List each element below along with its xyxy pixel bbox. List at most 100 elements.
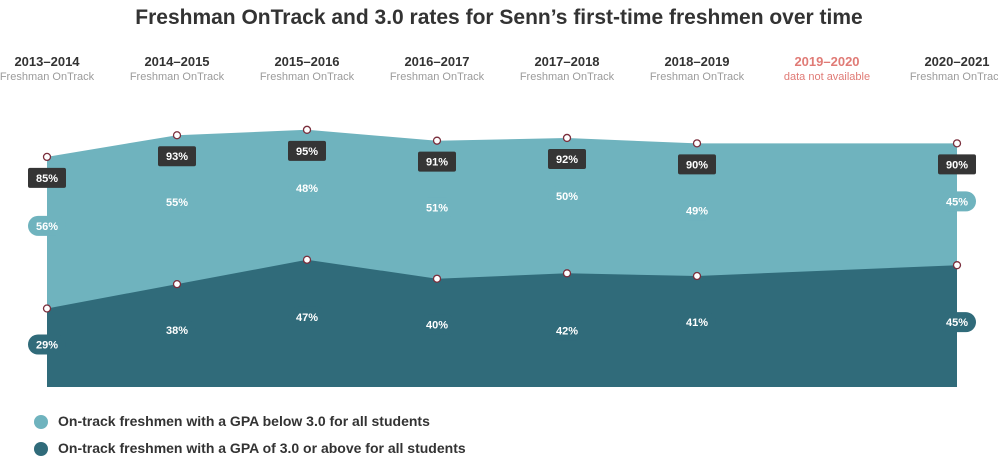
year-label: 2014–2015 (144, 54, 210, 69)
total-point-2017-2018 (562, 133, 572, 143)
year-label: 2017–2018 (534, 54, 600, 69)
year-header-2017-2018: 2017–2018 Freshman OnTrack (512, 54, 622, 84)
area-3-or-above (47, 259, 957, 387)
total-point-2016-2017 (432, 136, 442, 145)
year-sublabel: Freshman OnTrack (519, 71, 615, 83)
year-header-2013-2014: 2013–2014 Freshman OnTrack (0, 54, 102, 84)
total-label-2013-2014: 85% (28, 167, 66, 188)
year-header-2016-2017: 2016–2017 Freshman OnTrack (382, 54, 492, 84)
total-label-2014-2015-text: 93% (166, 151, 188, 163)
year-label: 2019–2020 (794, 54, 860, 69)
below-label-2018-2019-bg (678, 200, 716, 221)
total-label-2018-2019-bg (678, 154, 716, 175)
year-sublabel: Freshman OnTrack (259, 71, 355, 83)
year-header-2015-2016: 2015–2016 Freshman OnTrack (252, 54, 362, 84)
year-header-2020-2021: 2020–2021 Freshman OnTrack (902, 54, 998, 84)
year-label: 2018–2019 (664, 54, 730, 69)
below-label-2016-2017: 51% (418, 197, 456, 218)
above-label-2015-2016-text: 47% (296, 312, 318, 324)
below-label-2018-2019-text: 49% (686, 205, 708, 217)
below-label-2020-2021-bg (938, 191, 976, 212)
year-sublabel: Freshman OnTrack (0, 71, 95, 83)
below-label-2015-2016-text: 48% (296, 183, 318, 195)
year-label: 2016–2017 (404, 54, 470, 69)
above-label-2020-2021-bg (938, 312, 976, 333)
below-label-2016-2017-bg (418, 197, 456, 218)
total-label-2018-2019-text: 90% (686, 159, 708, 171)
below-label-2018-2019: 49% (678, 200, 716, 221)
below-label-2020-2021: 45% (938, 191, 976, 212)
above-label-2014-2015-bg (158, 320, 196, 341)
chart-title: Freshman OnTrack and 3.0 rates for Senn’… (135, 6, 863, 29)
total-label-2013-2014-bg (28, 167, 66, 188)
total-label-2020-2021-text: 90% (946, 159, 968, 171)
above-point-2017-2018 (562, 269, 572, 278)
year-label: 2015–2016 (274, 54, 340, 69)
total-point-2020-2021 (952, 139, 962, 148)
total-label-2018-2019: 90% (678, 154, 716, 175)
above-point-2020-2021 (952, 261, 962, 270)
above-point-2013-2014 (42, 304, 52, 313)
legend-swatch-above (34, 442, 48, 456)
total-point-2014-2015 (172, 131, 182, 140)
total-label-2015-2016-text: 95% (296, 146, 318, 158)
above-label-2020-2021-text: 45% (946, 317, 968, 329)
below-label-2013-2014-bg (28, 215, 66, 236)
below-label-2017-2018-text: 50% (556, 191, 578, 203)
below-label-2013-2014: 56% (28, 215, 66, 236)
year-sublabel: Freshman OnTrack (649, 71, 745, 83)
year-label: 2020–2021 (924, 54, 990, 69)
above-label-2016-2017-text: 40% (426, 320, 448, 332)
above-label-2018-2019: 41% (678, 312, 716, 333)
total-label-2016-2017-bg (418, 151, 456, 172)
above-label-2017-2018: 42% (548, 320, 586, 341)
year-sublabel: data not available (783, 71, 871, 83)
above-label-2015-2016-bg (288, 306, 326, 327)
above-point-2016-2017 (432, 274, 442, 283)
below-label-2015-2016-bg (288, 177, 326, 198)
above-label-2016-2017: 40% (418, 314, 456, 335)
above-point-2015-2016 (302, 255, 312, 264)
above-label-2016-2017-bg (418, 314, 456, 335)
above-label-2013-2014: 29% (28, 334, 66, 355)
below-label-2013-2014-text: 56% (36, 221, 58, 233)
total-label-2014-2015: 93% (158, 146, 196, 167)
below-label-2020-2021-text: 45% (946, 196, 968, 208)
year-label: 2013–2014 (14, 54, 80, 69)
below-label-2014-2015-text: 55% (166, 197, 188, 209)
total-label-2020-2021-bg (938, 154, 976, 175)
total-label-2013-2014-text: 85% (36, 173, 58, 185)
total-point-2015-2016 (302, 125, 312, 134)
legend-swatch-below (34, 415, 48, 429)
above-label-2015-2016: 47% (288, 306, 326, 327)
above-label-2017-2018-bg (548, 320, 586, 341)
legend-label-below: On-track freshmen with a GPA below 3.0 f… (58, 413, 430, 429)
above-label-2014-2015: 38% (158, 320, 196, 341)
above-label-2014-2015-text: 38% (166, 325, 188, 337)
year-sublabel: Freshman OnTrack (129, 71, 225, 83)
total-label-2020-2021: 90% (938, 154, 976, 175)
total-label-2014-2015-bg (158, 146, 196, 167)
above-point-2018-2019 (692, 271, 702, 281)
above-label-2018-2019-bg (678, 312, 716, 333)
below-label-2016-2017-text: 51% (426, 203, 448, 215)
year-header-2019-2020: 2019–2020 data not available (772, 54, 882, 84)
below-label-2014-2015-bg (158, 192, 196, 213)
year-header-2014-2015: 2014–2015 Freshman OnTrack (122, 54, 232, 84)
above-point-2014-2015 (172, 279, 182, 289)
below-label-2017-2018: 50% (548, 185, 586, 206)
above-label-2013-2014-bg (28, 334, 66, 355)
total-label-2015-2016: 95% (288, 140, 326, 161)
above-label-2013-2014-text: 29% (36, 339, 58, 351)
year-sublabel: Freshman OnTrack (389, 71, 485, 83)
total-point-2013-2014 (42, 152, 52, 162)
below-label-2014-2015: 55% (158, 192, 196, 213)
total-label-2015-2016-bg (288, 140, 326, 161)
above-label-2017-2018-text: 42% (556, 325, 578, 337)
total-label-2017-2018: 92% (548, 148, 586, 169)
above-label-2020-2021: 45% (938, 312, 976, 333)
total-label-2016-2017-text: 91% (426, 157, 448, 169)
below-label-2015-2016: 48% (288, 177, 326, 198)
below-label-2017-2018-bg (548, 185, 586, 206)
total-label-2017-2018-text: 92% (556, 154, 578, 166)
